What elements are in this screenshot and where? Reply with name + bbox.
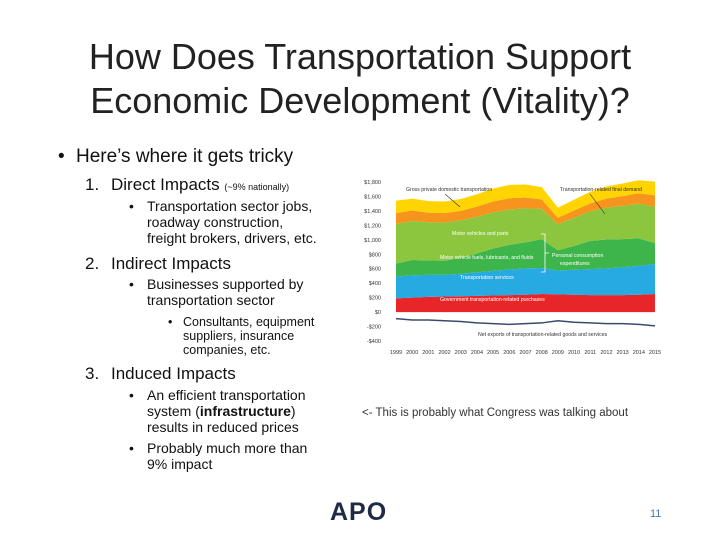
area bbox=[396, 238, 655, 277]
x-tick-label: 2012 bbox=[600, 350, 612, 356]
x-tick-label: 1999 bbox=[390, 350, 402, 356]
y-tick-label: -$200 bbox=[367, 325, 381, 331]
subsub-bullet-line: suppliers, insurance bbox=[183, 329, 295, 343]
item-number: 1. bbox=[85, 175, 100, 194]
sub-bullet-line: results in reduced prices bbox=[147, 419, 299, 435]
series-label: Motor vehicle fuels, lubricants, and flu… bbox=[440, 255, 534, 261]
sub-bullet: Businesses supported by bbox=[129, 276, 303, 292]
net-exports-line bbox=[395, 317, 656, 327]
arrow bbox=[589, 193, 606, 215]
area bbox=[396, 294, 655, 313]
sub-bullet: An efficient transportation bbox=[129, 387, 305, 403]
y-tick-label: $1,400 bbox=[364, 209, 381, 215]
x-tick-label: 2009 bbox=[552, 350, 564, 356]
y-tick-label: $1,000 bbox=[364, 238, 381, 244]
x-tick-label: 2014 bbox=[633, 350, 645, 356]
item-number: 2. bbox=[85, 254, 100, 273]
y-tick-label: -$400 bbox=[367, 339, 381, 345]
y-tick-label: $1,600 bbox=[364, 194, 381, 200]
series-label: Motor vehicles and parts bbox=[452, 231, 509, 237]
series-label: Net exports of transportation-related go… bbox=[478, 332, 608, 338]
title-line: How Does Transportation Support bbox=[88, 36, 632, 77]
item-heading: Direct Impacts (~9% nationally) bbox=[111, 175, 289, 195]
x-tick-label: 2003 bbox=[455, 350, 467, 356]
area bbox=[396, 203, 655, 264]
series-label: Gross private domestic transportation bbox=[406, 187, 492, 193]
sub-bullet-line: system (infrastructure) bbox=[147, 403, 296, 419]
y-tick-label: $1,800 bbox=[364, 180, 381, 186]
sub-bullet: Transportation sector jobs, bbox=[129, 198, 312, 214]
note: (~9% nationally) bbox=[224, 182, 290, 192]
x-tick-label: 2008 bbox=[536, 350, 548, 356]
x-tick-label: 2005 bbox=[487, 350, 499, 356]
text: ) bbox=[290, 403, 296, 419]
text: system ( bbox=[147, 403, 200, 419]
sub-bullet: Probably much more than bbox=[129, 440, 307, 456]
sub-bullet-line: roadway construction, bbox=[147, 214, 284, 230]
y-tick-label: $200 bbox=[369, 296, 381, 302]
sub-bullet-line: 9% impact bbox=[147, 456, 213, 472]
heading-text: Direct Impacts bbox=[111, 175, 220, 194]
x-tick-label: 2001 bbox=[422, 350, 434, 356]
series-label: Government transportation-related purcha… bbox=[440, 297, 545, 303]
x-tick-label: 2010 bbox=[568, 350, 580, 356]
bracket bbox=[541, 233, 549, 273]
logo: APO bbox=[330, 498, 388, 526]
y-tick-label: $800 bbox=[369, 252, 381, 258]
subsub-bullet-line: companies, etc. bbox=[183, 343, 271, 357]
page-number: 11 bbox=[650, 508, 662, 520]
x-tick-label: 2015 bbox=[649, 350, 661, 356]
y-tick-label: $400 bbox=[369, 281, 381, 287]
area bbox=[396, 180, 655, 218]
item-heading: Induced Impacts bbox=[111, 364, 236, 383]
x-tick-label: 2011 bbox=[584, 350, 596, 356]
bold-text: infrastructure bbox=[199, 403, 291, 419]
y-tick-label: $0 bbox=[375, 310, 381, 316]
area bbox=[396, 264, 655, 299]
x-tick-label: 2006 bbox=[503, 350, 515, 356]
area bbox=[396, 193, 655, 225]
bullet: Here’s where it gets tricky bbox=[58, 146, 293, 168]
subsub-bullet: Consultants, equipment bbox=[168, 315, 314, 329]
x-tick-label: 2000 bbox=[406, 350, 418, 356]
x-tick-label: 2004 bbox=[471, 350, 483, 356]
comment: <- This is probably what Congress was ta… bbox=[362, 407, 629, 419]
sub-bullet-line: transportation sector bbox=[147, 292, 275, 308]
series-label: Personal consumption bbox=[552, 253, 603, 259]
y-tick-label: $1,200 bbox=[364, 223, 381, 229]
title-line: Economic Development (Vitality)? bbox=[90, 80, 630, 121]
x-tick-label: 2013 bbox=[617, 350, 629, 356]
series-label: Transportation-related final demand bbox=[560, 187, 642, 193]
item-number: 3. bbox=[85, 364, 100, 383]
x-tick-label: 2007 bbox=[519, 350, 531, 356]
item-heading: Indirect Impacts bbox=[111, 254, 231, 273]
x-tick-label: 2002 bbox=[438, 350, 450, 356]
arrow bbox=[444, 193, 461, 208]
series-label: Transportation services bbox=[460, 275, 514, 281]
series-label: expenditures bbox=[560, 261, 590, 267]
sub-bullet-line: freight brokers, drivers, etc. bbox=[147, 230, 317, 246]
y-tick-label: $600 bbox=[369, 267, 381, 273]
